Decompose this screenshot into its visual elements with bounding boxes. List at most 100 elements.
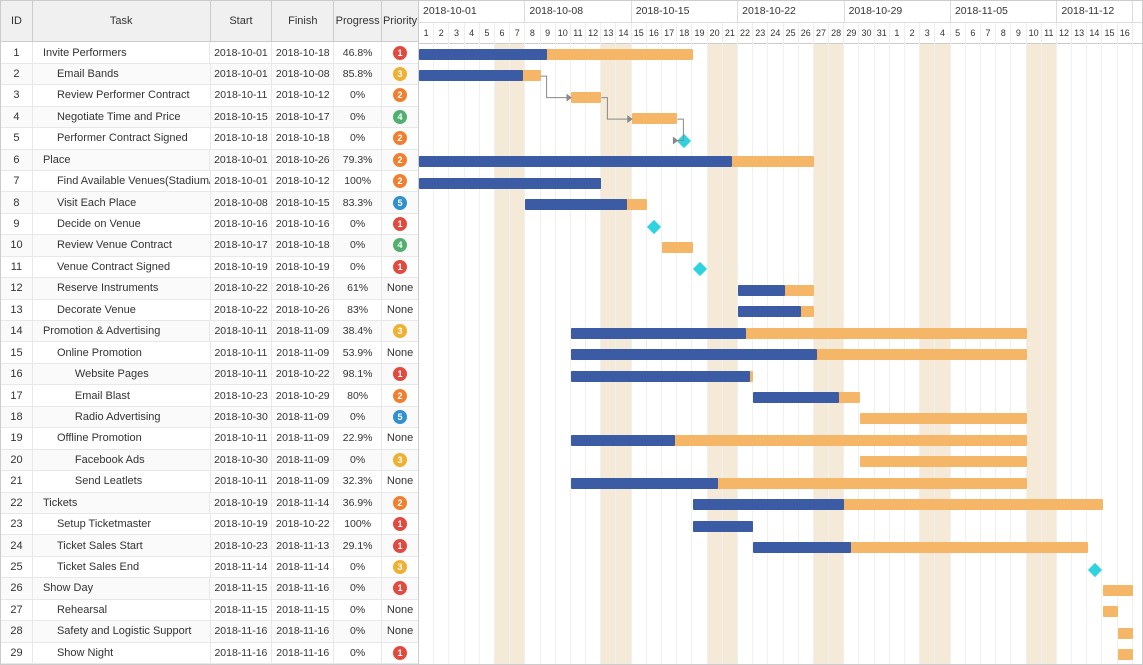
table-row[interactable]: 4Negotiate Time and Price2018-10-152018-… — [1, 107, 418, 128]
day-label: 1 — [890, 23, 905, 45]
table-row[interactable]: 1Invite Performers2018-10-012018-10-1846… — [1, 42, 418, 63]
table-row[interactable]: 27Rehearsal2018-11-152018-11-150%None — [1, 600, 418, 621]
table-row[interactable]: 26Show Day2018-11-152018-11-160%1 — [1, 578, 418, 599]
cell-start: 2018-10-22 — [211, 278, 273, 298]
day-label: 9 — [541, 23, 556, 45]
priority-badge: 2 — [393, 88, 407, 102]
cell-start: 2018-11-16 — [211, 621, 273, 641]
table-row[interactable]: 6Place2018-10-012018-10-2679.3%2 — [1, 150, 418, 171]
day-label: 14 — [1087, 23, 1102, 45]
gantt-bar[interactable] — [632, 113, 678, 124]
cell-finish: 2018-10-16 — [272, 214, 334, 234]
cell-finish: 2018-11-15 — [272, 600, 334, 620]
table-row[interactable]: 2Email Bands2018-10-012018-10-0885.8%3 — [1, 64, 418, 85]
cell-start: 2018-10-19 — [210, 493, 272, 513]
priority-badge: 3 — [393, 453, 407, 467]
cell-finish: 2018-10-22 — [272, 364, 334, 384]
table-row[interactable]: 11Venue Contract Signed2018-10-192018-10… — [1, 257, 418, 278]
cell-priority: 5 — [382, 407, 418, 427]
table-row[interactable]: 13Decorate Venue2018-10-222018-10-2683%N… — [1, 300, 418, 321]
header-progress[interactable]: Progress — [334, 1, 382, 41]
cell-start: 2018-10-23 — [211, 385, 273, 405]
gantt-row — [419, 151, 1142, 172]
gantt-bar[interactable] — [571, 92, 601, 103]
cell-progress: 85.8% — [334, 64, 382, 84]
table-row[interactable]: 16Website Pages2018-10-112018-10-2298.1%… — [1, 364, 418, 385]
table-row[interactable]: 14Promotion & Advertising2018-10-112018-… — [1, 321, 418, 342]
priority-none: None — [387, 625, 413, 637]
table-row[interactable]: 19Offline Promotion2018-10-112018-11-092… — [1, 428, 418, 449]
header-start[interactable]: Start — [211, 1, 273, 41]
cell-task: Ticket Sales End — [33, 557, 211, 577]
header-id[interactable]: ID — [1, 1, 33, 41]
cell-start: 2018-10-01 — [210, 150, 272, 170]
cell-id: 29 — [1, 643, 33, 663]
cell-finish: 2018-11-09 — [272, 321, 334, 341]
cell-task: Email Bands — [33, 64, 211, 84]
table-row[interactable]: 20Facebook Ads2018-10-302018-11-090%3 — [1, 450, 418, 471]
day-label: 30 — [859, 23, 874, 45]
cell-finish: 2018-10-08 — [272, 64, 334, 84]
cell-task: Safety and Logistic Support — [33, 621, 211, 641]
cell-start: 2018-10-01 — [211, 171, 273, 191]
gantt-bar[interactable] — [860, 456, 1027, 467]
cell-finish: 2018-11-09 — [272, 407, 334, 427]
cell-priority: None — [382, 300, 418, 320]
milestone-marker[interactable] — [677, 134, 691, 148]
header-task[interactable]: Task — [33, 1, 211, 41]
cell-id: 25 — [1, 557, 33, 577]
day-label: 15 — [1102, 23, 1117, 45]
table-row[interactable]: 25Ticket Sales End2018-11-142018-11-140%… — [1, 557, 418, 578]
milestone-marker[interactable] — [647, 219, 661, 233]
table-row[interactable]: 22Tickets2018-10-192018-11-1436.9%2 — [1, 493, 418, 514]
gantt-bar[interactable] — [662, 242, 692, 253]
gantt-row — [419, 430, 1142, 451]
priority-badge: 5 — [393, 410, 407, 424]
timeline-body[interactable] — [419, 44, 1142, 664]
milestone-marker[interactable] — [1088, 562, 1102, 576]
table-row[interactable]: 24Ticket Sales Start2018-10-232018-11-13… — [1, 535, 418, 556]
table-row[interactable]: 28Safety and Logistic Support2018-11-162… — [1, 621, 418, 642]
table-row[interactable]: 9Decide on Venue2018-10-162018-10-160%1 — [1, 214, 418, 235]
cell-start: 2018-10-11 — [211, 85, 273, 105]
cell-priority: 2 — [382, 493, 418, 513]
gantt-bar[interactable] — [860, 413, 1027, 424]
priority-badge: 1 — [393, 517, 407, 531]
table-row[interactable]: 18Radio Advertising2018-10-302018-11-090… — [1, 407, 418, 428]
gantt-row — [419, 65, 1142, 86]
header-finish[interactable]: Finish — [272, 1, 334, 41]
table-row[interactable]: 5Performer Contract Signed2018-10-182018… — [1, 128, 418, 149]
gantt-row — [419, 258, 1142, 279]
table-row[interactable]: 21Send Leatlets2018-10-112018-11-0932.3%… — [1, 471, 418, 492]
gantt-row — [419, 580, 1142, 601]
table-row[interactable]: 17Email Blast2018-10-232018-10-2980%2 — [1, 385, 418, 406]
cell-task: Ticket Sales Start — [33, 535, 211, 555]
gantt-bar[interactable] — [1103, 606, 1118, 617]
cell-finish: 2018-10-22 — [272, 514, 334, 534]
cell-id: 7 — [1, 171, 33, 191]
day-label: 11 — [571, 23, 586, 45]
gantt-bar[interactable] — [1118, 649, 1133, 660]
table-row[interactable]: 12Reserve Instruments2018-10-222018-10-2… — [1, 278, 418, 299]
header-priority[interactable]: Priority — [382, 1, 418, 41]
table-row[interactable]: 7Find Available Venues(Stadium/ Studio)2… — [1, 171, 418, 192]
cell-progress: 46.8% — [334, 42, 382, 62]
cell-id: 9 — [1, 214, 33, 234]
milestone-marker[interactable] — [693, 262, 707, 276]
week-label: 2018-10-01 — [419, 1, 525, 22]
table-row[interactable]: 15Online Promotion2018-10-112018-11-0953… — [1, 342, 418, 363]
table-row[interactable]: 10Review Venue Contract2018-10-172018-10… — [1, 235, 418, 256]
gantt-bar[interactable] — [1118, 628, 1133, 639]
day-label: 20 — [708, 23, 723, 45]
day-label: 5 — [951, 23, 966, 45]
table-row[interactable]: 3Review Performer Contract2018-10-112018… — [1, 85, 418, 106]
gantt-row — [419, 87, 1142, 108]
cell-progress: 0% — [334, 235, 382, 255]
priority-badge: 1 — [393, 581, 407, 595]
table-row[interactable]: 29Show Night2018-11-162018-11-160%1 — [1, 643, 418, 664]
table-row[interactable]: 8Visit Each Place2018-10-082018-10-1583.… — [1, 192, 418, 213]
cell-id: 1 — [1, 42, 33, 62]
gantt-bar[interactable] — [1103, 585, 1133, 596]
day-label: 6 — [966, 23, 981, 45]
table-row[interactable]: 23Setup Ticketmaster2018-10-192018-10-22… — [1, 514, 418, 535]
